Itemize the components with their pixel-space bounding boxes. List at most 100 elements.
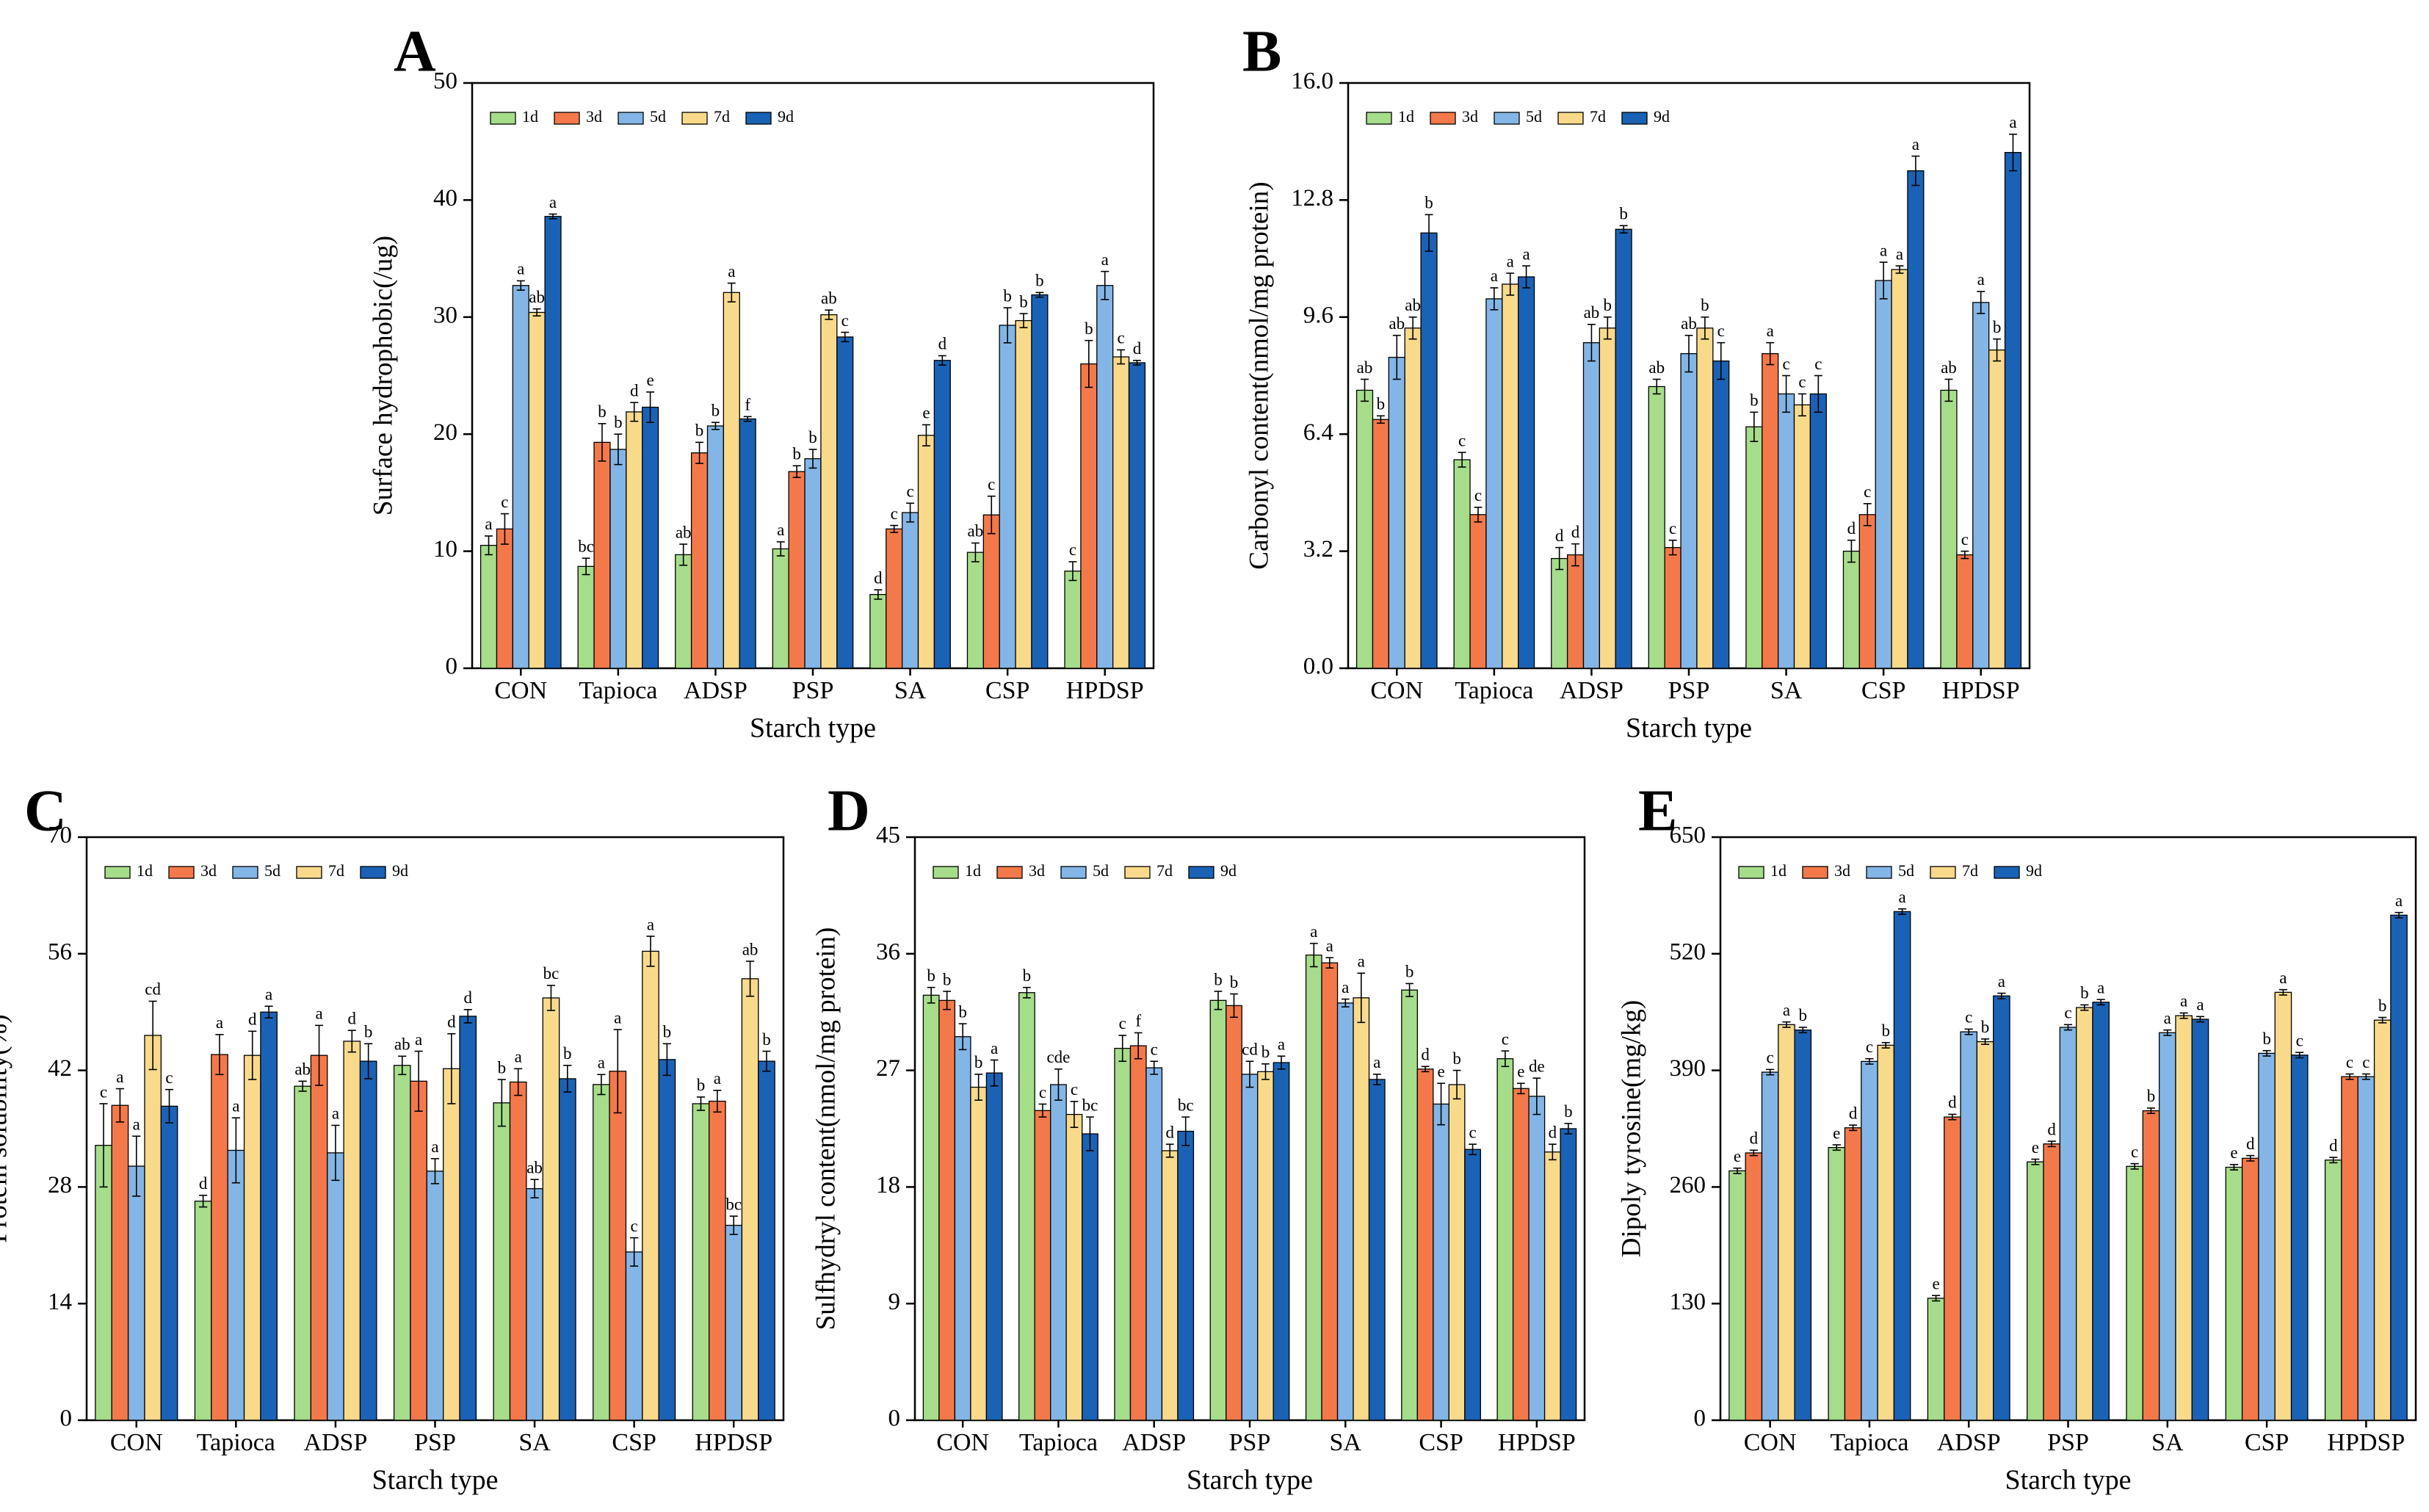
significance-letter: b	[695, 422, 704, 440]
x-tick-label: Tapioca	[579, 677, 657, 704]
significance-letter: d	[1549, 1123, 1557, 1141]
bar-1d	[1842, 550, 1860, 669]
bar-7d	[626, 411, 643, 669]
bar-5d	[1777, 393, 1795, 669]
significance-letter: a	[485, 515, 492, 533]
panel-a: A 0 10 20 30 40 50 Surface hydrophobic(/ug) Star…	[368, 19, 1155, 744]
significance-letter: bc	[725, 1195, 742, 1213]
bar-3d	[1372, 419, 1389, 669]
panel-letter: C	[24, 778, 67, 843]
x-tick-label: Tapioca	[1455, 677, 1533, 704]
y-tick-label: 260	[1670, 1172, 1706, 1198]
significance-letter: b	[1564, 1102, 1573, 1121]
x-tick-label: PSP	[1668, 677, 1710, 704]
significance-letter: a	[1998, 972, 2005, 991]
bar-7d	[917, 435, 935, 669]
significance-letter: b	[712, 402, 720, 420]
bar-3d	[111, 1104, 129, 1421]
x-tick-label: CON	[936, 1429, 989, 1456]
bar-5d	[1145, 1067, 1163, 1421]
x-tick-label: HPDSP	[1942, 677, 2020, 704]
panel-e: E 0 130 260 390 520 650 Dipoly tyrosine(mg/kg) S…	[1616, 778, 2417, 1496]
x-tick-label: HPDSP	[695, 1429, 772, 1456]
bar-5d	[1875, 280, 1892, 669]
significance-letter: c	[631, 1217, 638, 1235]
significance-letter: a	[1278, 1035, 1285, 1053]
y-axis-label: Surface hydrophobic(/ug)	[368, 236, 398, 516]
significance-letter: d	[1847, 519, 1856, 538]
significance-letter: c	[100, 1082, 107, 1101]
significance-letter: a	[991, 1039, 998, 1057]
legend-swatch-3d	[996, 866, 1023, 879]
significance-letter: c	[1866, 1038, 1873, 1056]
x-tick-label: SA	[1770, 677, 1803, 704]
bar-5d	[1050, 1084, 1067, 1421]
significance-letter: e	[2230, 1143, 2237, 1162]
significance-letter: a	[1880, 241, 1887, 259]
bar-5d	[1972, 302, 1990, 669]
significance-letter: c	[1469, 1123, 1476, 1141]
x-tick-label: PSP	[1229, 1429, 1271, 1456]
bar-7d	[1065, 1113, 1083, 1421]
x-tick-label: ADSP	[303, 1429, 367, 1456]
x-tick-label: CSP	[1861, 677, 1906, 704]
bar-9d	[558, 1078, 576, 1421]
significance-letter: b	[808, 428, 817, 446]
significance-letter: b	[762, 1030, 771, 1049]
bar-9d	[459, 1016, 477, 1421]
significance-letter: d	[2329, 1136, 2338, 1154]
bar-3d	[2341, 1076, 2359, 1421]
bar-1d	[922, 994, 940, 1421]
y-tick-label: 56	[48, 938, 72, 965]
bar-5d	[1528, 1096, 1546, 1421]
x-tick-label: Tapioca	[1830, 1429, 1908, 1456]
bar-1d	[772, 548, 789, 669]
x-tick-label: PSP	[792, 677, 834, 704]
legend-swatch-3d	[1802, 866, 1828, 879]
significance-letter: b	[1425, 194, 1433, 212]
bar-1d	[1551, 557, 1568, 669]
significance-letter: ab	[294, 1060, 311, 1079]
y-tick-label: 9.6	[1303, 302, 1333, 328]
significance-letter: a	[2196, 996, 2204, 1014]
significance-letter: b	[927, 966, 935, 985]
legend-label: 9d	[2026, 861, 2042, 880]
bar-1d	[294, 1085, 312, 1421]
significance-letter: a	[2279, 969, 2287, 987]
significance-letter: cd	[1242, 1041, 1258, 1059]
bar-9d	[933, 360, 951, 669]
significance-letter: b	[792, 445, 801, 463]
significance-letter: b	[614, 413, 623, 431]
significance-letter: b	[943, 970, 952, 988]
significance-letter: a	[1783, 1001, 1790, 1019]
bar-1d	[1453, 459, 1471, 669]
significance-letter: de	[1529, 1057, 1545, 1075]
significance-letter: c	[1069, 540, 1076, 559]
legend-swatch-1d	[490, 112, 516, 125]
panel-letter: E	[1638, 778, 1677, 843]
significance-letter: d	[874, 568, 883, 587]
significance-letter: a	[1898, 888, 1905, 906]
bar-5d	[1861, 1060, 1878, 1421]
bar-7d	[820, 314, 838, 669]
bar-1d	[2027, 1161, 2044, 1421]
bar-3d	[211, 1054, 228, 1421]
significance-letter: a	[332, 1104, 339, 1123]
bar-3d	[2142, 1110, 2160, 1421]
significance-letter: c	[1798, 373, 1806, 391]
bar-1d	[1401, 989, 1418, 1421]
significance-letter: b	[1405, 963, 1414, 981]
y-tick-label: 50	[433, 68, 457, 95]
significance-letter: ab	[529, 288, 545, 306]
bar-9d	[836, 336, 854, 669]
significance-letter: e	[1437, 1063, 1444, 1081]
y-tick-label: 10	[433, 536, 457, 563]
significance-letter: a	[517, 260, 524, 278]
bar-5d	[1433, 1103, 1449, 1421]
significance-letter: a	[1373, 1053, 1380, 1071]
significance-letter: b	[1750, 391, 1759, 410]
bar-9d	[2004, 151, 2022, 669]
x-tick-label: ADSP	[1937, 1429, 2001, 1456]
significance-letter: e	[2032, 1138, 2039, 1157]
bar-1d	[1496, 1058, 1514, 1421]
